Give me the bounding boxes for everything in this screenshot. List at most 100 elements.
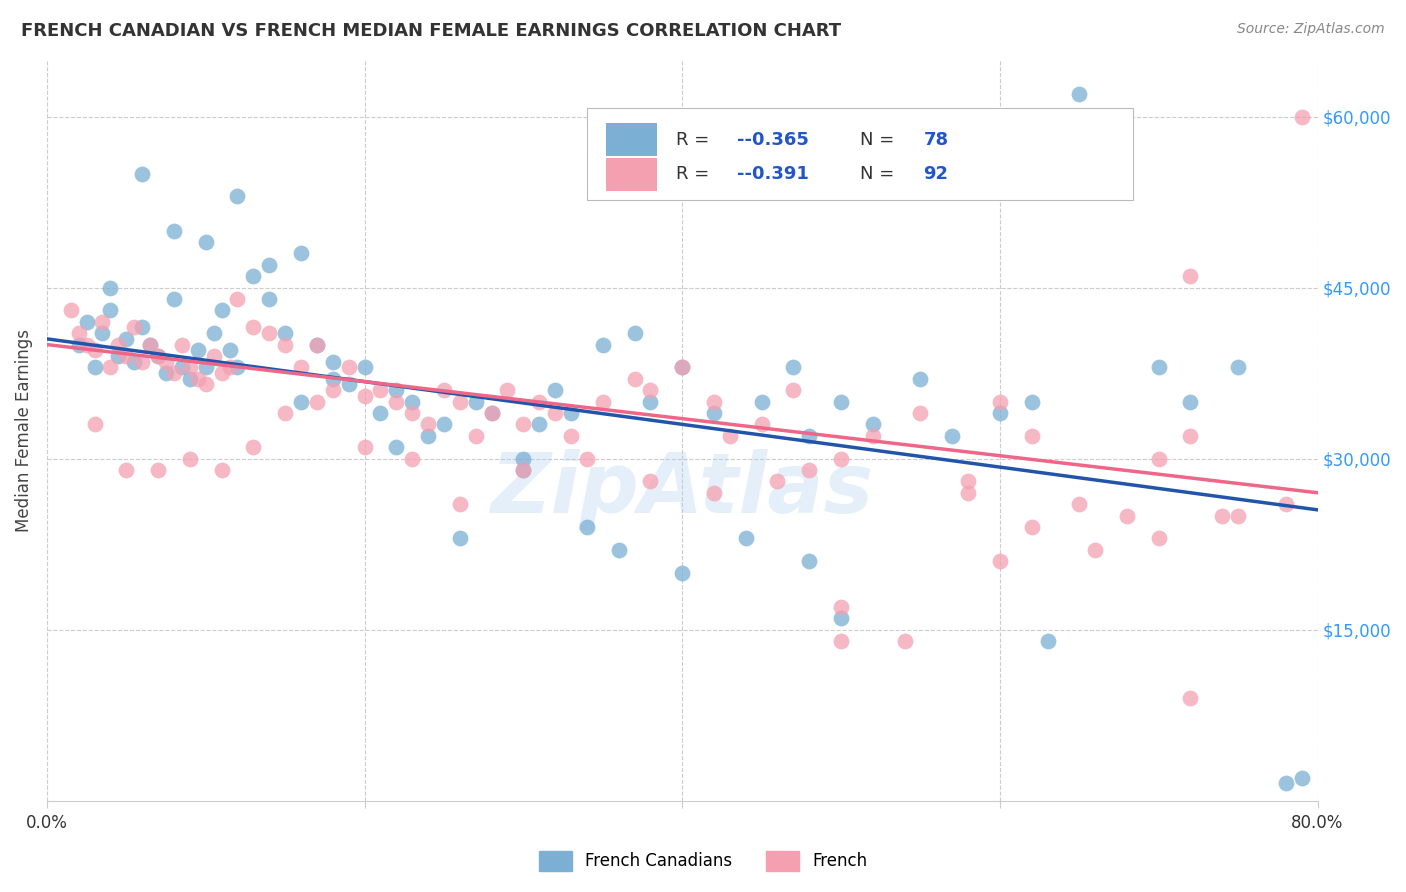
Point	[163, 223, 186, 237]
Point	[1180, 394, 1202, 409]
Text: R =: R =	[676, 165, 714, 184]
Point	[544, 383, 567, 397]
Point	[575, 520, 598, 534]
Text: N =: N =	[860, 165, 900, 184]
Text: N =: N =	[860, 130, 900, 149]
Point	[290, 246, 312, 260]
Point	[83, 417, 105, 432]
Point	[211, 303, 233, 318]
Point	[257, 292, 280, 306]
Point	[194, 235, 217, 249]
Point	[155, 354, 177, 368]
Point	[830, 451, 852, 466]
Point	[766, 475, 789, 489]
Point	[1274, 776, 1296, 790]
Point	[640, 383, 662, 397]
Point	[640, 475, 662, 489]
Point	[799, 429, 821, 443]
Point	[353, 360, 375, 375]
Point	[305, 337, 328, 351]
Point	[370, 383, 392, 397]
Point	[529, 417, 551, 432]
Point	[274, 406, 297, 420]
Point	[179, 372, 201, 386]
Point	[122, 320, 145, 334]
Text: ZipAtlas: ZipAtlas	[491, 449, 873, 530]
Point	[194, 377, 217, 392]
Point	[242, 440, 264, 454]
Point	[1227, 360, 1250, 375]
Point	[91, 326, 114, 341]
Point	[122, 354, 145, 368]
Point	[782, 383, 804, 397]
Point	[353, 389, 375, 403]
Point	[782, 360, 804, 375]
Point	[433, 383, 456, 397]
Point	[1116, 508, 1139, 523]
Point	[799, 554, 821, 568]
Point	[83, 360, 105, 375]
Point	[115, 463, 138, 477]
Point	[671, 360, 693, 375]
Text: Source: ZipAtlas.com: Source: ZipAtlas.com	[1237, 22, 1385, 37]
Point	[449, 532, 471, 546]
Point	[1084, 542, 1107, 557]
Point	[218, 360, 240, 375]
Point	[751, 394, 773, 409]
Point	[830, 634, 852, 648]
Point	[337, 377, 360, 392]
Point	[131, 354, 153, 368]
Point	[274, 337, 297, 351]
Point	[1211, 508, 1233, 523]
Text: --0.365: --0.365	[737, 130, 808, 149]
Point	[370, 406, 392, 420]
Point	[59, 303, 82, 318]
Point	[988, 406, 1011, 420]
Point	[187, 372, 209, 386]
Point	[1021, 429, 1043, 443]
Point	[464, 429, 486, 443]
Point	[83, 343, 105, 358]
Point	[893, 634, 915, 648]
Point	[592, 394, 614, 409]
Point	[385, 383, 408, 397]
Legend: French Canadians, French: French Canadians, French	[530, 842, 876, 880]
Point	[910, 372, 932, 386]
Point	[640, 394, 662, 409]
Point	[226, 292, 249, 306]
Point	[416, 417, 439, 432]
Point	[170, 360, 193, 375]
Text: 78: 78	[924, 130, 949, 149]
Point	[1036, 634, 1059, 648]
Point	[202, 349, 225, 363]
Point	[512, 463, 534, 477]
Point	[76, 337, 98, 351]
Point	[353, 440, 375, 454]
Point	[194, 360, 217, 375]
Point	[464, 394, 486, 409]
Point	[830, 599, 852, 614]
Point	[1147, 451, 1170, 466]
Point	[76, 315, 98, 329]
Point	[139, 337, 162, 351]
Y-axis label: Median Female Earnings: Median Female Earnings	[15, 328, 32, 532]
Point	[433, 417, 456, 432]
Point	[226, 360, 249, 375]
Point	[211, 366, 233, 380]
Point	[202, 326, 225, 341]
Point	[155, 366, 177, 380]
Point	[1021, 520, 1043, 534]
Point	[131, 320, 153, 334]
Point	[703, 485, 725, 500]
Point	[211, 463, 233, 477]
Point	[322, 354, 344, 368]
Point	[703, 394, 725, 409]
Point	[560, 406, 582, 420]
Point	[322, 383, 344, 397]
Point	[623, 372, 645, 386]
Point	[163, 292, 186, 306]
Point	[1274, 497, 1296, 511]
Point	[1021, 394, 1043, 409]
Point	[988, 394, 1011, 409]
Point	[257, 258, 280, 272]
